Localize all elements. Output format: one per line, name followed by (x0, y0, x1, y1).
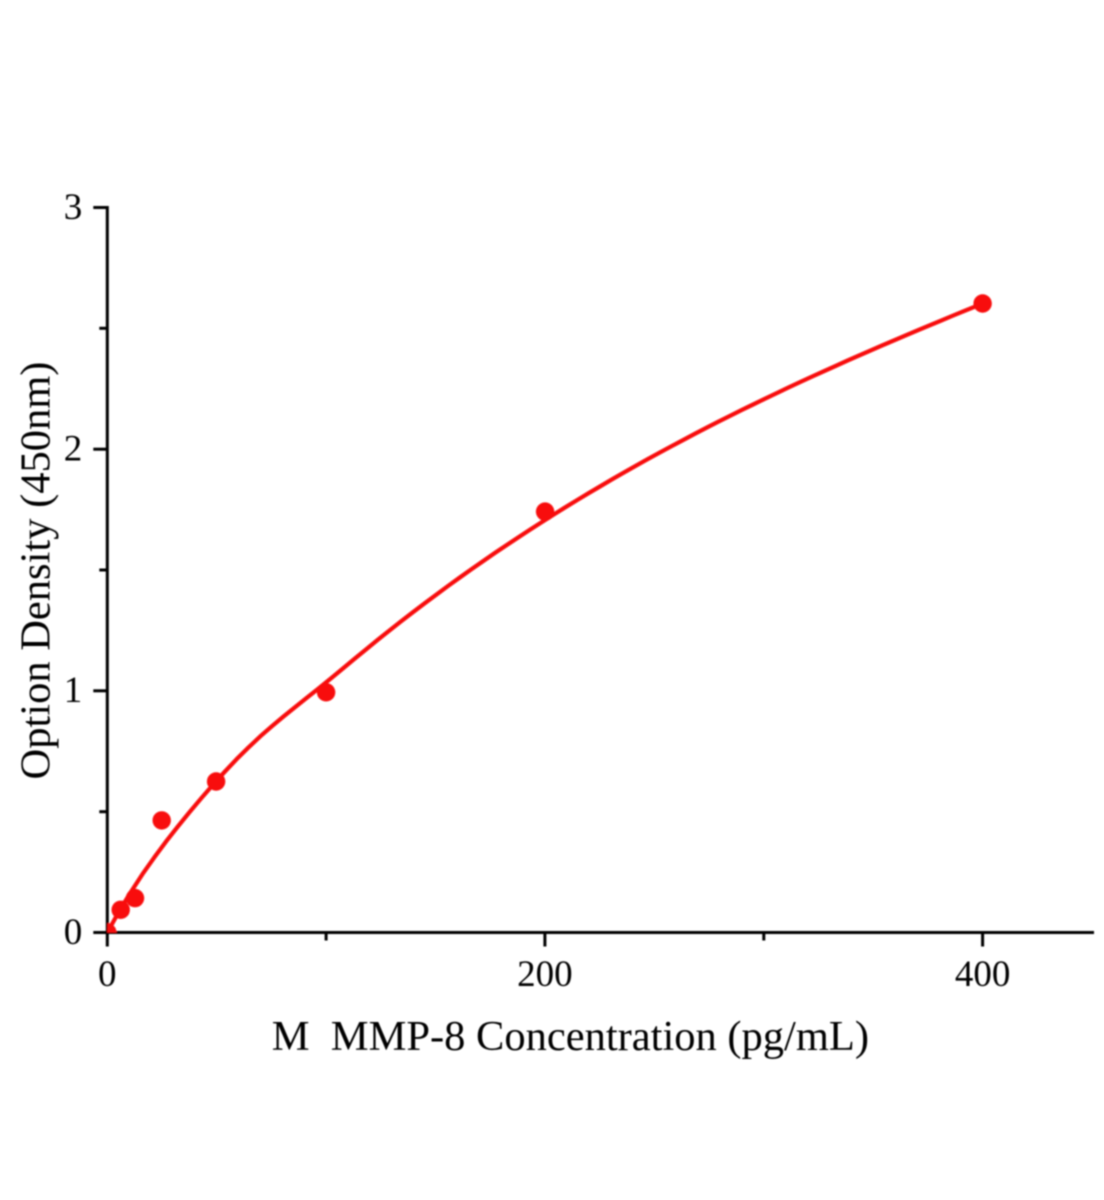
svg-text:3: 3 (64, 187, 83, 228)
svg-text:Option Density (450nm): Option Density (450nm) (13, 362, 60, 780)
svg-text:400: 400 (955, 954, 1011, 995)
svg-text:1: 1 (64, 670, 83, 711)
svg-text:M MMP-8 Concentration (pg/mL): M MMP-8 Concentration (pg/mL) (272, 1013, 869, 1060)
svg-text:0: 0 (98, 954, 117, 995)
svg-text:200: 200 (517, 954, 573, 995)
svg-text:0: 0 (64, 912, 83, 953)
svg-text:2: 2 (64, 429, 83, 470)
